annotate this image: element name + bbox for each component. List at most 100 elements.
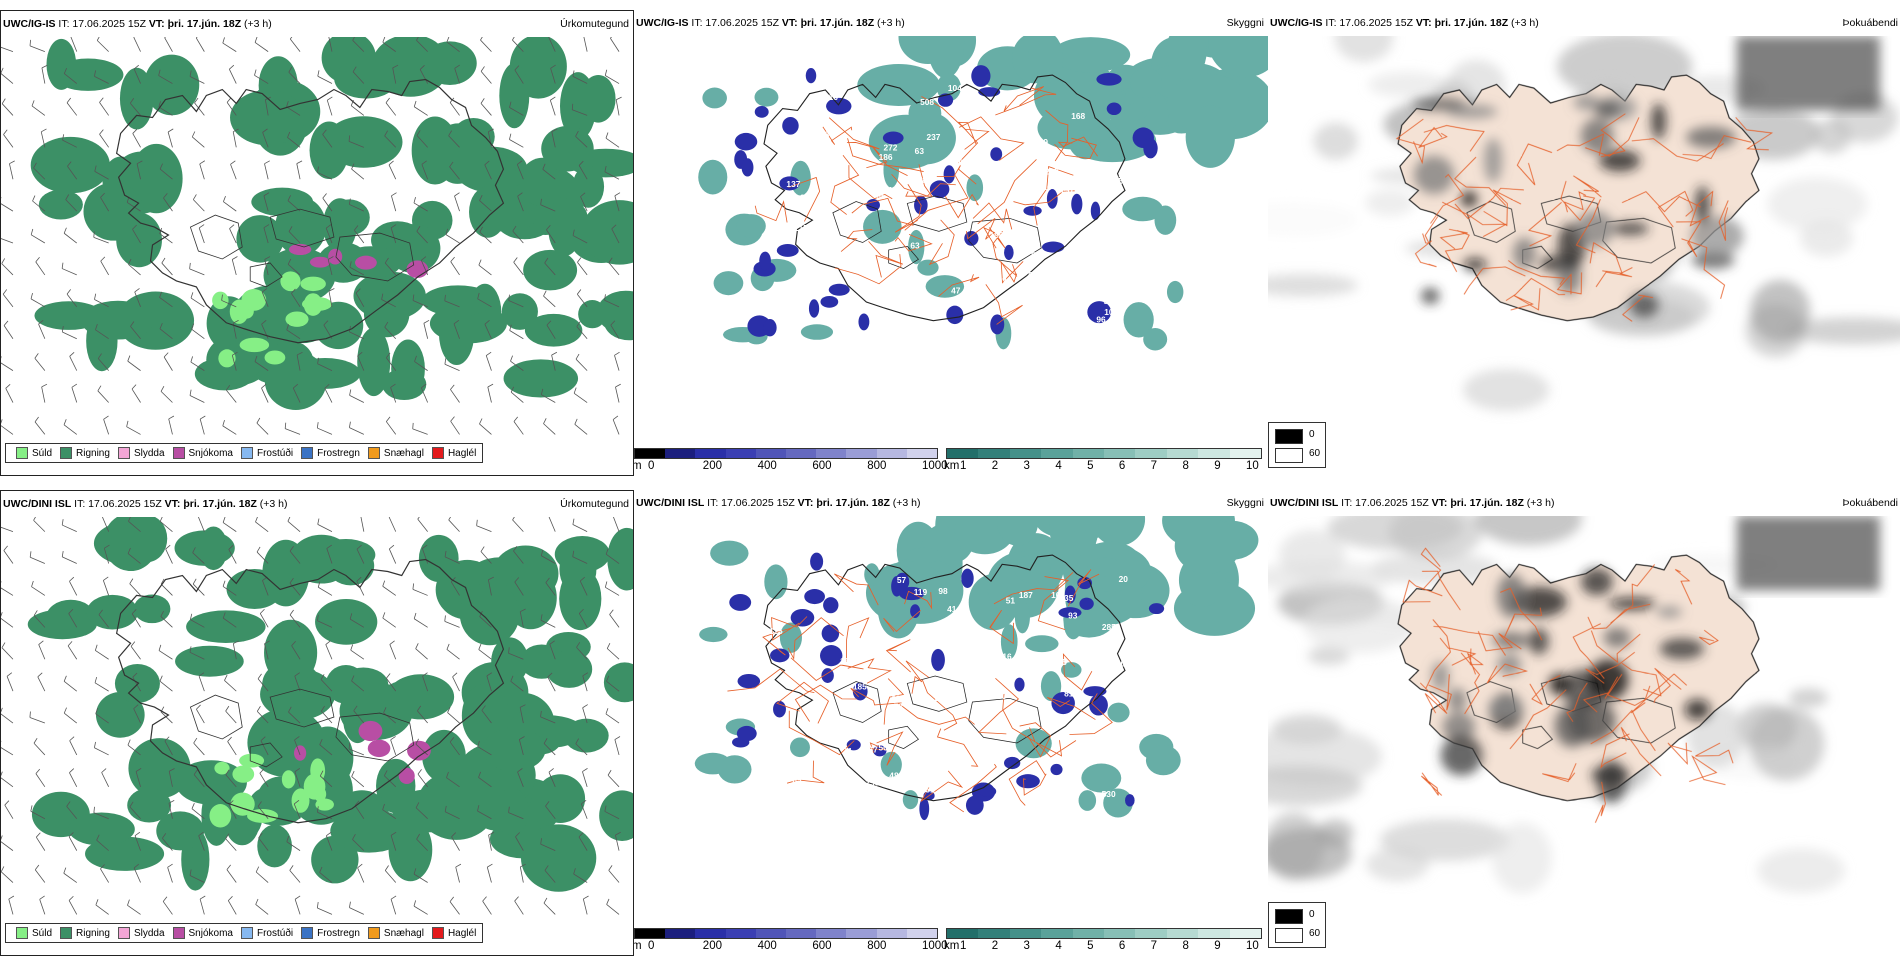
legend-item: Slydda bbox=[118, 927, 165, 939]
legend-item: Snjókoma bbox=[173, 447, 233, 459]
visibility-map: 6532523422723431862871412381166896217637… bbox=[634, 36, 1268, 436]
colorbar-bin bbox=[635, 929, 665, 938]
cloud-base-label: 57 bbox=[1103, 296, 1113, 306]
colorbar-bin bbox=[1135, 449, 1166, 458]
colorbar-bin bbox=[816, 929, 846, 938]
colorbar-bin bbox=[1073, 929, 1104, 938]
init-time: IT: 17.06.2025 15Z bbox=[58, 18, 146, 30]
model-name: UWC/DINI ISL bbox=[1270, 497, 1338, 509]
fog-panel: UWC/DINI ISL IT: 17.06.2025 15Z VT: þri.… bbox=[1268, 490, 1900, 956]
cloud-base-label: 76 bbox=[1002, 277, 1012, 287]
colorbar-bin bbox=[947, 929, 978, 938]
colorbar-unit: km bbox=[944, 460, 959, 472]
cloud-base-label: 119 bbox=[914, 587, 928, 597]
cloud-base-label: 46 bbox=[887, 185, 897, 195]
cloud-base-label: 99 bbox=[1039, 137, 1049, 147]
colorbar-tick-label: 1 bbox=[960, 460, 966, 472]
cloud-base-label: 115 bbox=[769, 626, 783, 636]
fog-legend-label: 0 bbox=[1309, 429, 1315, 440]
fog-legend-swatch bbox=[1275, 909, 1303, 924]
panel-title: UWC/DINI ISL IT: 17.06.2025 15Z VT: þri.… bbox=[1270, 490, 1555, 516]
fog-legend-label: 60 bbox=[1309, 448, 1320, 459]
cloud-base-label: 217 bbox=[794, 223, 808, 233]
colorbar-bin bbox=[1230, 449, 1261, 458]
precip-map bbox=[1, 517, 633, 947]
legend-label: Snjókoma bbox=[189, 448, 233, 459]
colorbar-unit: m bbox=[634, 940, 642, 952]
lead-time: (+3 h) bbox=[244, 18, 272, 30]
legend-label: Rigning bbox=[76, 928, 110, 939]
colorbar-bin bbox=[1104, 929, 1135, 938]
legend-swatch bbox=[60, 447, 72, 459]
legend-swatch bbox=[173, 447, 185, 459]
legend-swatch bbox=[60, 927, 72, 939]
colorbar-tick-label: 2 bbox=[992, 460, 998, 472]
colorbar-bin bbox=[726, 449, 756, 458]
cloud-base-label: 98 bbox=[938, 586, 948, 596]
colorbar-bin bbox=[1010, 449, 1041, 458]
product-name: Þokuábendi bbox=[1843, 490, 1898, 516]
colorbar-tick-label: 600 bbox=[812, 460, 831, 472]
colorbar-bin bbox=[695, 449, 725, 458]
cloud-base-label: 72 bbox=[793, 283, 803, 293]
fog-legend-label: 60 bbox=[1309, 928, 1320, 939]
cloud-base-label: 54 bbox=[1028, 270, 1038, 280]
legend-item: Frostúði bbox=[241, 927, 293, 939]
valid-time: VT: þri. 17.jún. 18Z bbox=[165, 498, 257, 510]
colorbar-tick-label: 200 bbox=[703, 460, 722, 472]
fog-legend-swatch bbox=[1275, 928, 1303, 943]
fog-legend-label: 0 bbox=[1309, 909, 1315, 920]
model-name: UWC/DINI ISL bbox=[3, 498, 71, 510]
cloud-base-label: 70 bbox=[812, 251, 822, 261]
colorbar-tick-label: 0 bbox=[648, 460, 654, 472]
colorbar-tick-label: 1 bbox=[960, 940, 966, 952]
colorbar-tick-label: 8 bbox=[1182, 460, 1188, 472]
legend-swatch bbox=[16, 447, 28, 459]
valid-time: VT: þri. 17.jún. 18Z bbox=[1432, 497, 1524, 509]
fog-panel: UWC/IG-IS IT: 17.06.2025 15Z VT: þri. 17… bbox=[1268, 10, 1900, 476]
init-time: IT: 17.06.2025 15Z bbox=[1341, 497, 1429, 509]
legend-swatch bbox=[173, 927, 185, 939]
colorbar-bin bbox=[1041, 929, 1072, 938]
colorbar-bin bbox=[695, 929, 725, 938]
legend-label: Frostregn bbox=[317, 448, 360, 459]
lead-time: (+3 h) bbox=[877, 17, 905, 29]
colorbar-bin bbox=[786, 929, 816, 938]
legend-swatch bbox=[301, 447, 313, 459]
valid-time: VT: þri. 17.jún. 18Z bbox=[1416, 17, 1508, 29]
cloud-base-label: 285 bbox=[1102, 622, 1116, 632]
cloud-base-label: 32 bbox=[965, 264, 975, 274]
colorbar-strip bbox=[634, 928, 938, 939]
colorbar-bin bbox=[665, 929, 695, 938]
cloud-base-label: 190 bbox=[990, 230, 1004, 240]
cloud-base-label: 35 bbox=[877, 191, 887, 201]
colorbar-tick-label: 3 bbox=[1024, 460, 1030, 472]
init-time: IT: 17.06.2025 15Z bbox=[691, 17, 779, 29]
colorbar-tick-label: 600 bbox=[812, 940, 831, 952]
panel-title: UWC/DINI ISL IT: 17.06.2025 15Z VT: þri.… bbox=[636, 490, 921, 516]
cloud-base-label: 72 bbox=[950, 640, 960, 650]
legend-label: Slydda bbox=[134, 448, 165, 459]
cloud-base-label: 67 bbox=[869, 745, 879, 755]
colorbar-bin bbox=[1135, 929, 1166, 938]
legend-item: Frostúði bbox=[241, 447, 293, 459]
colorbar-strip bbox=[634, 448, 938, 459]
colorbar-bin bbox=[665, 449, 695, 458]
fog-index-map bbox=[1268, 36, 1900, 436]
model-name: UWC/IG-IS bbox=[636, 17, 689, 29]
init-time: IT: 17.06.2025 15Z bbox=[707, 497, 795, 509]
cloud-base-label: 104 bbox=[1042, 182, 1056, 192]
product-name: Skyggni bbox=[1227, 10, 1264, 36]
legend-item: Slydda bbox=[118, 447, 165, 459]
panel-header: UWC/IG-IS IT: 17.06.2025 15Z VT: þri. 17… bbox=[634, 10, 1268, 36]
colorbar-bin bbox=[846, 929, 876, 938]
cloud-base-label: 80 bbox=[1031, 250, 1041, 260]
cloud-base-label: 66 bbox=[862, 788, 872, 798]
legend-label: Súld bbox=[32, 928, 52, 939]
cloud-base-label: 355 bbox=[773, 158, 787, 168]
cloud-base-label: 80 bbox=[997, 691, 1007, 701]
